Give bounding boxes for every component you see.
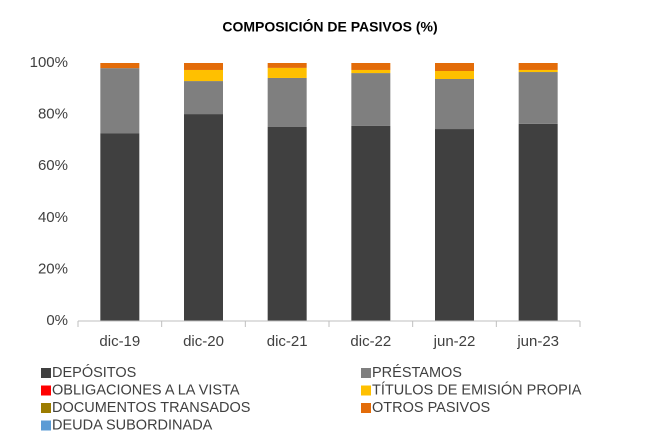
legend-swatch — [41, 420, 51, 431]
x-tick-label: dic-22 — [350, 333, 391, 350]
bar-segment — [100, 133, 140, 321]
x-tick-label: dic-20 — [183, 333, 224, 350]
legend-label: DEPÓSITOS — [52, 364, 136, 381]
y-tick-label: 40% — [38, 209, 68, 226]
legend-label: PRÉSTAMOS — [372, 364, 462, 381]
bar-segment — [267, 67, 307, 78]
bar-segment — [518, 69, 558, 73]
bar-segment — [518, 63, 558, 70]
bar-segment — [435, 129, 474, 321]
bar-segment — [267, 126, 307, 321]
bar-segment — [267, 77, 307, 127]
legend-label: TÍTULOS DE EMISIÓN PROPIA — [372, 381, 582, 398]
bar-segment — [351, 125, 391, 322]
legend-swatch — [41, 385, 51, 396]
legend-swatch — [361, 368, 371, 378]
bar-segment — [518, 72, 558, 124]
chart-title: COMPOSICIÓN DE PASIVOS (%) — [222, 18, 437, 35]
bar-segment — [100, 68, 140, 134]
legend-label: DOCUMENTOS TRANSADOS — [52, 400, 250, 416]
y-tick-label: 0% — [46, 312, 68, 329]
bar-segment — [184, 69, 223, 82]
y-tick-label: 60% — [38, 157, 68, 174]
x-tick-label: jun-22 — [433, 333, 476, 350]
x-tick-label: dic-19 — [99, 333, 140, 350]
legend-swatch — [361, 385, 371, 396]
x-tick-label: dic-21 — [267, 333, 308, 350]
legend-label: OTROS PASIVOS — [372, 400, 490, 416]
bar-segment — [351, 63, 391, 70]
bar-segment — [351, 69, 391, 74]
bar-segment — [184, 63, 223, 70]
bar-segment — [100, 63, 140, 69]
bar-segment — [518, 123, 558, 321]
bar-segment — [351, 73, 391, 126]
bar-segment — [184, 114, 223, 321]
y-tick-label: 80% — [38, 106, 68, 123]
bar-segment — [435, 78, 474, 130]
bar-segment — [267, 63, 307, 68]
x-tick-label: jun-23 — [516, 333, 559, 350]
legend-swatch — [41, 403, 51, 413]
y-tick-label: 100% — [30, 54, 68, 71]
bar-segment — [435, 70, 474, 79]
legend-swatch — [41, 368, 51, 378]
bar-segment — [435, 63, 474, 71]
y-tick-label: 20% — [38, 260, 68, 277]
legend-swatch — [361, 403, 371, 413]
bar-segment — [184, 81, 223, 115]
legend-label: OBLIGACIONES A LA VISTA — [52, 382, 240, 398]
legend-label: DEUDA SUBORDINADA — [52, 417, 213, 433]
